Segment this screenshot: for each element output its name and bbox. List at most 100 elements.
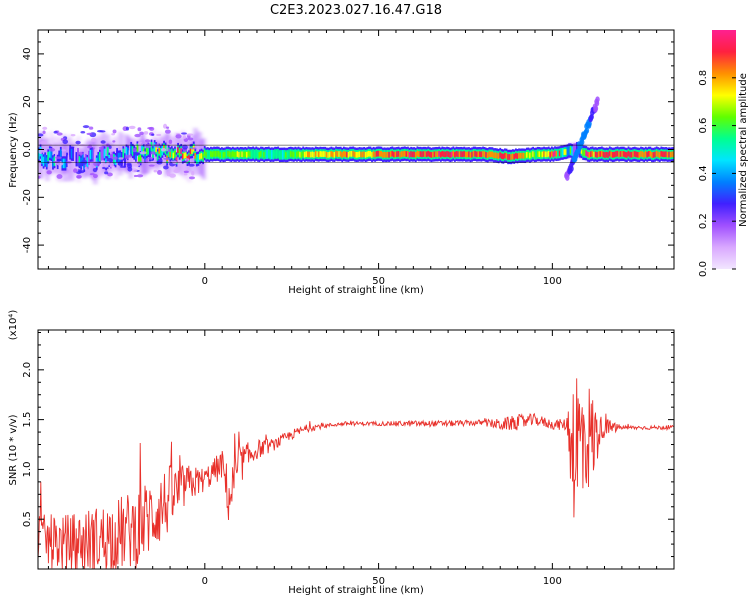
spectrogram-cell xyxy=(77,152,79,159)
spectrogram-cell xyxy=(433,151,436,158)
spectrogram-cell xyxy=(139,151,147,155)
spectrogram-cell xyxy=(157,169,163,175)
spectrogram-cell xyxy=(482,150,484,157)
spectrogram-cell xyxy=(98,153,101,160)
spectrogram-cell xyxy=(294,151,297,157)
spectrogram-cell xyxy=(53,130,58,134)
spectrogram-cell xyxy=(422,151,425,157)
spectrogram-cell xyxy=(88,155,90,161)
spectrogram-cell xyxy=(591,150,594,157)
snr-ticks: 0 50 100 0.5 1.0 1.5 2.0 xyxy=(22,330,675,587)
spectrogram-cell xyxy=(529,152,531,159)
spectrogram-cell xyxy=(241,151,244,158)
spectrogram-cell xyxy=(566,148,569,155)
spectrogram-cell xyxy=(109,162,115,168)
spectrogram-cell xyxy=(668,151,671,158)
spectrogram-cell xyxy=(190,147,197,150)
spectrogram-cell xyxy=(183,170,189,174)
spectrogram-cell xyxy=(69,149,72,156)
spectrogram-cell xyxy=(139,131,144,136)
spectrogram-cell xyxy=(150,142,153,170)
spectrogram-cell xyxy=(342,150,345,157)
spectrogram-cell xyxy=(660,150,663,157)
spectrogram-cell xyxy=(124,154,129,160)
spectrogram-cell xyxy=(145,158,149,163)
spectrogram-cell xyxy=(132,147,137,153)
spectrogram-cell xyxy=(371,152,373,158)
spectrogram-cell xyxy=(264,151,267,158)
spectrogram-cell xyxy=(274,151,276,157)
spectrogram-cell xyxy=(288,151,291,158)
spectrogram-cell xyxy=(134,133,141,138)
snr-xtick-label: 50 xyxy=(372,576,385,587)
spectrogram-cell xyxy=(663,151,666,158)
spectrogram-cell xyxy=(647,151,650,157)
spectrogram-cell xyxy=(182,135,187,140)
spectrogram-cell xyxy=(491,151,494,158)
spectrogram-cell xyxy=(410,151,413,157)
spectrogram-cell xyxy=(296,151,298,158)
spectrogram-cell xyxy=(173,169,180,174)
spectrogram-cell xyxy=(511,153,514,160)
snr-ytick-label: 1.5 xyxy=(22,412,33,428)
colorbar-tick-label: 0.8 xyxy=(698,70,709,86)
spectrogram-cell xyxy=(669,151,672,158)
spectrogram-cell xyxy=(549,152,552,158)
spectrogram-cell xyxy=(375,151,378,157)
spectrogram-cell xyxy=(585,150,588,157)
spectrogram-cell xyxy=(86,159,89,165)
spectrogram-cell xyxy=(541,151,544,158)
spectrogram-cell xyxy=(38,151,40,158)
spectrogram-cell xyxy=(497,153,500,159)
spectrogram-cell xyxy=(167,149,170,156)
spectrogram-cell xyxy=(75,140,81,145)
spectrogram-cell xyxy=(446,151,448,157)
spectrogram-cell xyxy=(385,152,387,158)
spectrogram-cell xyxy=(325,151,328,158)
spectrogram-cell xyxy=(608,150,611,157)
spectrogram-cell xyxy=(507,154,509,160)
spectrogram-cell xyxy=(208,152,211,158)
spectrogram-cell xyxy=(170,150,173,157)
spectrogram-cell xyxy=(515,152,517,159)
spectrogram-cell xyxy=(214,151,217,157)
spectrogram-cell xyxy=(83,161,86,168)
spectrogram-cell xyxy=(346,151,348,158)
spectrogram-cell xyxy=(149,126,155,131)
spectrogram-cell xyxy=(449,152,452,158)
spectrogram-cell xyxy=(527,151,530,158)
spectrogram-cell xyxy=(73,168,78,173)
spectrogram-cell xyxy=(88,126,94,130)
spectrogram-cell xyxy=(666,151,669,158)
spectrogram-cell xyxy=(153,169,157,173)
spectrogram-cell xyxy=(253,151,256,158)
spectrogram-cell xyxy=(611,152,614,158)
spectrogram-xtick-label: 100 xyxy=(543,276,562,287)
spectrogram-cell xyxy=(200,152,203,159)
spectrogram-cell xyxy=(464,151,467,158)
spectrogram-cell xyxy=(616,150,619,157)
spectrogram-ytick-label: 0.0 xyxy=(22,142,33,158)
spectrogram-cell xyxy=(305,151,308,157)
spectrogram-cell xyxy=(255,150,258,157)
spectrogram-cell xyxy=(106,157,113,163)
spectrogram-cell xyxy=(593,151,595,158)
snr-ytick-label: 1.0 xyxy=(22,461,33,477)
spectrogram-cell xyxy=(188,163,195,167)
spectrogram-cell xyxy=(106,148,109,155)
spectrogram-cell xyxy=(377,150,380,157)
spectrogram-cell xyxy=(543,150,545,157)
spectrogram-cell xyxy=(169,173,176,178)
spectrogram-cell xyxy=(300,152,303,158)
spectrogram-cell xyxy=(299,151,301,158)
spectrogram-cell xyxy=(535,151,538,158)
spectrogram-cell xyxy=(191,170,195,176)
spectrogram-cell xyxy=(112,129,117,134)
spectrogram-cell xyxy=(336,151,339,157)
spectrogram-cell xyxy=(524,152,527,159)
spectrogram-cell xyxy=(116,152,118,159)
spectrogram-cell xyxy=(103,150,106,157)
spectrogram-cell xyxy=(181,153,184,160)
spectrogram-cell xyxy=(525,151,528,158)
